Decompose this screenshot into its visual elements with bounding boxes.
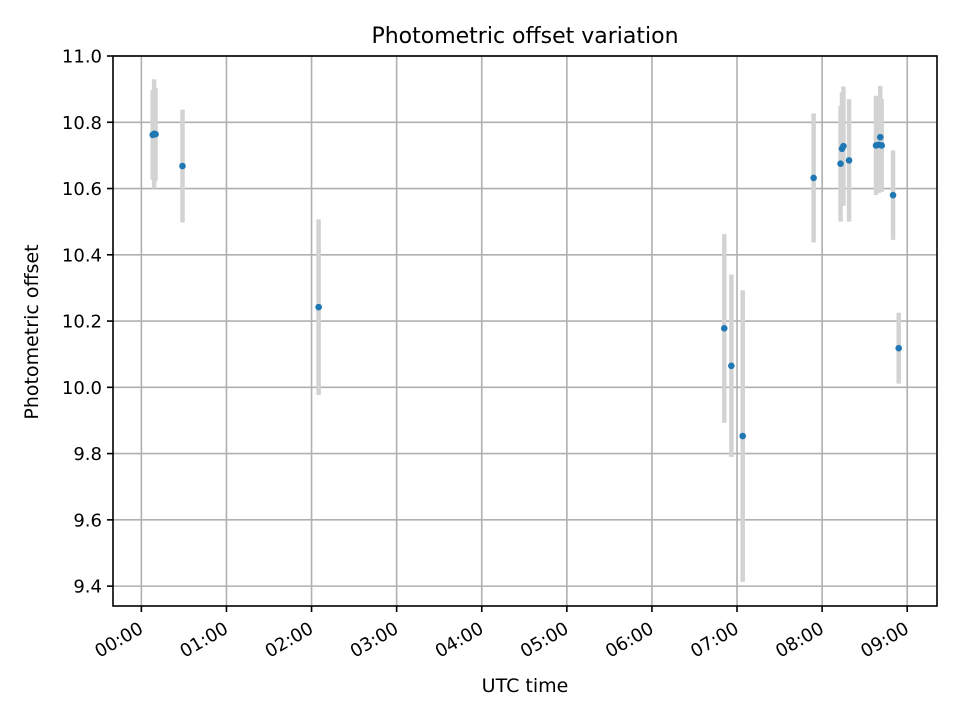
- data-point: [889, 191, 897, 199]
- data-point: [739, 432, 747, 440]
- grid-layer: [113, 55, 937, 606]
- x-axis-label: UTC time: [482, 675, 569, 697]
- y-tick-label: 11.0: [62, 47, 102, 68]
- data-point: [837, 160, 844, 167]
- y-tick-label: 10.8: [62, 113, 102, 134]
- y-tick-label: 9.4: [73, 577, 102, 598]
- y-axis-ticks: 9.4 9.6 9.8 10.0 10.2 10.4 10.6 10.8 11.0: [62, 47, 113, 598]
- y-tick-label: 10.2: [62, 312, 102, 333]
- y-tick-label: 9.6: [73, 510, 102, 531]
- data-point: [845, 157, 853, 164]
- y-tick-label: 10.0: [62, 378, 102, 399]
- data-point: [315, 303, 322, 311]
- y-tick-label: 9.8: [73, 444, 102, 465]
- data-point: [840, 142, 847, 150]
- data-point: [876, 133, 884, 141]
- plot-frame: [112, 55, 938, 607]
- data-point: [152, 130, 159, 138]
- y-tick-label: 10.4: [62, 245, 102, 266]
- data-point: [878, 142, 885, 149]
- data-point: [810, 174, 817, 182]
- data-point: [720, 325, 728, 332]
- y-tick-label: 10.6: [62, 179, 102, 200]
- data-point: [728, 362, 735, 370]
- data-point: [179, 162, 186, 170]
- y-axis-label: Photometric offset: [21, 244, 43, 419]
- data-point: [895, 344, 903, 352]
- chart-title: Photometric offset variation: [371, 24, 678, 49]
- point-layer: [149, 130, 903, 440]
